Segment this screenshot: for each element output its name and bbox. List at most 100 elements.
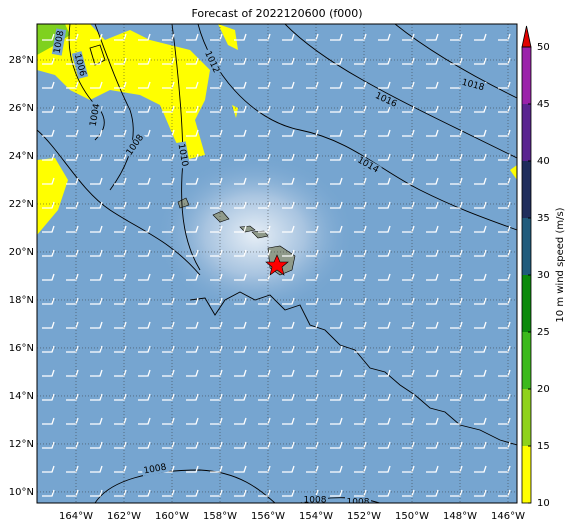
wind-barb	[234, 249, 247, 257]
contour-label: 1008	[347, 498, 370, 508]
wind-barb	[426, 57, 439, 65]
wind-barb	[426, 489, 439, 497]
wind-barb	[138, 153, 151, 161]
wind-barb	[426, 321, 439, 329]
wind-barb	[90, 369, 103, 377]
wind-barb	[234, 177, 247, 185]
wind-barb	[330, 33, 343, 41]
wind-barb	[138, 273, 151, 281]
wind-barb	[330, 369, 343, 377]
wind-barb	[474, 249, 487, 257]
wind-barb	[42, 273, 55, 281]
contour-label: 1008	[143, 463, 168, 477]
wind-barb	[330, 201, 343, 209]
wind-barb	[282, 321, 295, 329]
contour-label: 1004	[89, 103, 103, 128]
wind-barb	[426, 225, 439, 233]
wind-barb	[330, 321, 343, 329]
wind-barb	[426, 249, 439, 257]
lat-tick-label: 16°N	[9, 343, 34, 354]
wind-barb	[282, 33, 295, 41]
wind-barb	[42, 393, 55, 401]
wind-barb	[282, 489, 295, 497]
wind-barb	[330, 225, 343, 233]
wind-barb	[186, 369, 199, 377]
wind-barb	[90, 297, 103, 305]
contours	[37, 24, 517, 503]
wind-barb	[426, 393, 439, 401]
wind-barb	[42, 81, 55, 89]
wind-barb	[186, 345, 199, 353]
wind-barb	[474, 153, 487, 161]
wind-barb	[378, 417, 391, 425]
colorbar-tick-label: 10	[537, 498, 550, 509]
wind-barb	[234, 201, 247, 209]
wind-barb	[282, 369, 295, 377]
wind-barb	[282, 153, 295, 161]
wind-barb	[186, 417, 199, 425]
wind-barb	[234, 273, 247, 281]
contour-label: 1008	[304, 496, 327, 506]
wind-barb	[186, 249, 199, 257]
contour-label-bg	[345, 497, 371, 503]
wind-barb	[378, 129, 391, 137]
colorbar-extend	[521, 25, 532, 48]
wind-barb	[138, 57, 151, 65]
wind-barb	[138, 417, 151, 425]
wind-barb	[90, 345, 103, 353]
wind-barb	[378, 33, 391, 41]
wind-barb	[330, 465, 343, 473]
wind-barb	[426, 81, 439, 89]
wind-barb	[138, 81, 151, 89]
wind-barb	[330, 177, 343, 185]
wind-barb	[90, 465, 103, 473]
wind-barb	[378, 321, 391, 329]
wind-barb	[378, 201, 391, 209]
wind-barb	[138, 369, 151, 377]
wind-barb	[234, 81, 247, 89]
wind-barb	[42, 321, 55, 329]
wind-barb	[42, 33, 55, 41]
lon-tick-label: 160°W	[155, 511, 189, 522]
lat-tick-label: 26°N	[9, 103, 34, 114]
wind-barb	[234, 297, 247, 305]
wind-barb	[282, 393, 295, 401]
contour-label: 1008	[53, 30, 67, 55]
wind-barb	[90, 33, 103, 41]
wind-barb	[474, 105, 487, 113]
wind-barb	[42, 177, 55, 185]
wind-barb	[234, 57, 247, 65]
wind-barb	[378, 225, 391, 233]
wind-barb	[42, 105, 55, 113]
wind-barb	[474, 393, 487, 401]
wind-barb	[234, 369, 247, 377]
wind-barb	[378, 489, 391, 497]
colorbar-segment	[522, 218, 531, 275]
wind-barb	[378, 465, 391, 473]
wind-barb	[90, 249, 103, 257]
lat-tick-label: 14°N	[9, 391, 34, 402]
wind-barb	[42, 57, 55, 65]
wind-barb	[282, 201, 295, 209]
colorbar-tick-label: 45	[537, 99, 550, 110]
contour-label-bg	[123, 131, 147, 159]
wind-barb	[474, 489, 487, 497]
wind-barb	[42, 129, 55, 137]
wind-barb	[90, 273, 103, 281]
wind-barb	[426, 345, 439, 353]
colorbar-label: 10 m wind speed (m/s)	[555, 207, 566, 322]
contour-label-bg	[354, 154, 382, 176]
wind-barb	[138, 249, 151, 257]
colorbar-segment	[522, 275, 531, 332]
wind-barb	[426, 201, 439, 209]
lat-tick-label: 18°N	[9, 295, 34, 306]
wind-barb	[42, 465, 55, 473]
wind-barb	[330, 441, 343, 449]
wind-barb	[234, 33, 247, 41]
colorbar-tick-label: 15	[537, 441, 550, 452]
wind-barb	[234, 489, 247, 497]
wind-barb	[138, 297, 151, 305]
wind-barb	[234, 105, 247, 113]
lon-tick-label: 162°W	[107, 511, 141, 522]
colorbar: 10 15 20 25 30 35 40 45 50	[521, 25, 550, 509]
